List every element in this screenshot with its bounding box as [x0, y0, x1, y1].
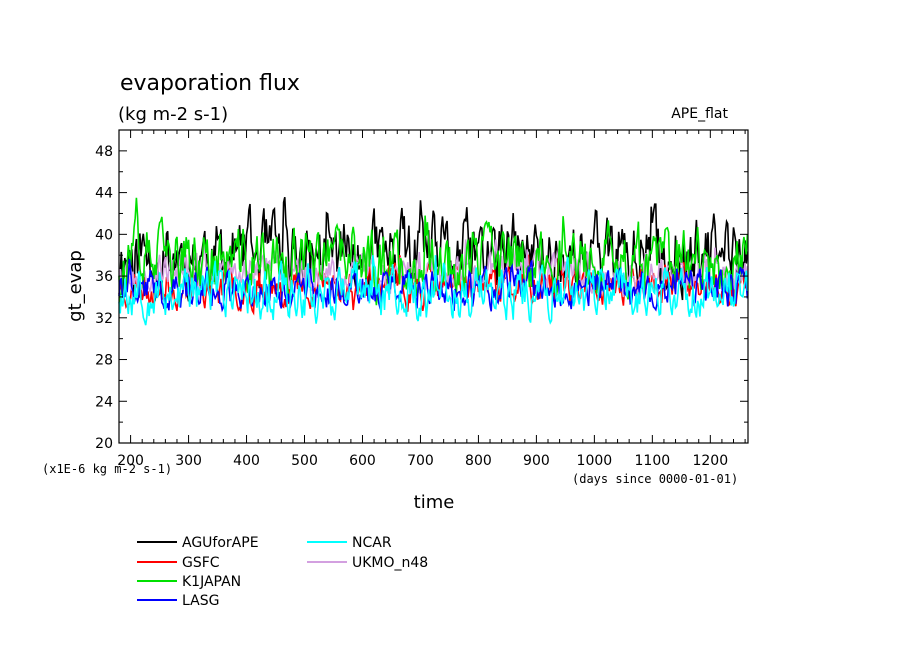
y-tick-label: 40 [95, 227, 113, 243]
x-tick-label: 600 [349, 453, 376, 469]
plot-frame [118, 129, 749, 444]
y-axis-ticks: 20 24 28 32 36 40 44 48 [95, 129, 748, 452]
series-line-ncar [118, 255, 749, 326]
y-tick-label: 24 [95, 394, 113, 410]
legend: AGUforAPE GSFC K1JAPAN LASG NCAR UKMO_n48 [137, 535, 428, 609]
y-tick-label: 20 [95, 436, 113, 452]
y-unit-note: (x1E-6 kg m-2 s-1) [42, 462, 172, 476]
y-tick-label: 28 [95, 353, 113, 369]
legend-label: AGUforAPE [182, 535, 259, 551]
chart-tag: APE_flat [671, 106, 728, 122]
x-tick-label: 900 [523, 453, 550, 469]
chart-title: evaporation flux [120, 71, 300, 96]
x-tick-label: 700 [407, 453, 434, 469]
x-tick-label: 1100 [635, 453, 671, 469]
x-tick-label: 800 [465, 453, 492, 469]
y-tick-label: 48 [95, 144, 113, 160]
y-axis-label: gt_evap [65, 250, 86, 322]
x-tick-label: 300 [175, 453, 202, 469]
legend-label: LASG [182, 593, 219, 609]
series-layer [118, 197, 749, 326]
y-tick-label: 44 [95, 186, 113, 202]
x-tick-label: 200 [117, 453, 144, 469]
x-axis-ticks: 200 300 400 500 600 700 800 900 1000 1100 1200 [117, 130, 746, 469]
legend-label: GSFC [182, 555, 220, 571]
y-tick-label: 36 [95, 269, 113, 285]
x-axis-label: time [414, 492, 455, 513]
x-tick-label: 500 [291, 453, 318, 469]
legend-label: K1JAPAN [182, 574, 241, 590]
chart-subtitle: (kg m-2 s-1) [118, 104, 228, 125]
x-unit-note: (days since 0000-01-01) [572, 472, 738, 486]
y-tick-label: 32 [95, 311, 113, 327]
x-tick-label: 1000 [577, 453, 613, 469]
legend-label: NCAR [352, 535, 392, 551]
legend-label: UKMO_n48 [352, 555, 428, 571]
x-tick-label: 400 [233, 453, 260, 469]
x-tick-label: 1200 [692, 453, 728, 469]
